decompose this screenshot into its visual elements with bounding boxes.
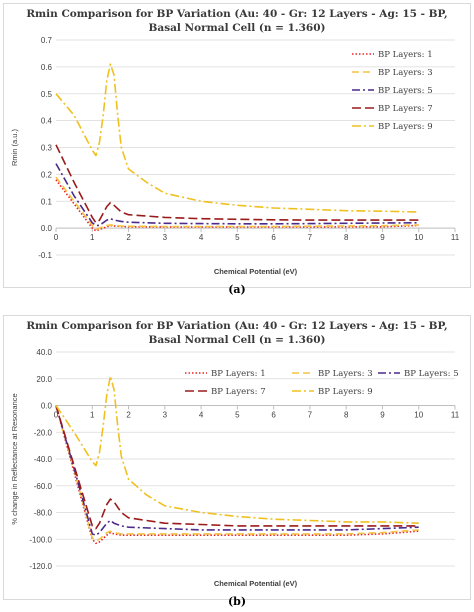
y-axis-label: Rmin (a.u.) (10, 128, 19, 166)
x-tick-label: 11 (451, 411, 460, 420)
series-line-5 (55, 63, 419, 213)
series-line-5 (55, 375, 419, 524)
x-tick-label: 9 (380, 411, 385, 420)
caption-b: (b) (227, 595, 247, 608)
series-line-4 (55, 144, 419, 224)
x-tick-label: 1 (90, 233, 95, 242)
y-tick-label: 0.6 (41, 63, 53, 72)
y-tick-label: 0.0 (41, 224, 53, 233)
y-tick-label: 0.7 (41, 36, 53, 45)
x-tick-label: 0 (54, 411, 59, 420)
legend-entry: BP Layers: 7 (211, 387, 266, 397)
legend-entry: BP Layers: 9 (378, 122, 433, 132)
y-tick-label: 0.5 (41, 90, 53, 99)
chart-title-line: Basal Normal Cell (n = 1.360) (149, 22, 326, 34)
x-tick-label: 2 (126, 411, 131, 420)
legend-entry: BP Layers: 7 (378, 104, 433, 114)
x-tick-label: 7 (308, 233, 313, 242)
chart-title-line: Basal Normal Cell (n = 1.360) (149, 334, 326, 346)
x-tick-label: 4 (199, 233, 204, 242)
chart-title-line: Rmin Comparison for BP Variation (Au: 40… (26, 320, 447, 332)
x-axis-label: Chemical Potential (eV) (214, 267, 298, 276)
x-tick-label: 8 (344, 233, 349, 242)
x-tick-label: 2 (126, 233, 131, 242)
y-axis-label: % change in Reflectance at Resonance (10, 393, 19, 524)
x-tick-label: 11 (451, 233, 460, 242)
y-tick-label: 20.0 (36, 375, 52, 384)
x-tick-label: 5 (235, 411, 240, 420)
y-tick-label: -80.0 (34, 509, 53, 518)
x-tick-label: 1 (90, 411, 95, 420)
x-tick-label: 10 (414, 233, 423, 242)
y-tick-label: 0.2 (41, 170, 53, 179)
chart-frame-a (3, 3, 471, 288)
y-tick-label: 40.0 (36, 348, 52, 357)
x-tick-label: 6 (271, 233, 276, 242)
series-line-2 (55, 176, 419, 231)
x-tick-label: 6 (271, 411, 276, 420)
y-tick-label: 0.1 (41, 197, 53, 206)
x-tick-label: 8 (344, 411, 349, 420)
x-tick-label: 5 (235, 233, 240, 242)
chart-frame-b (3, 315, 471, 600)
x-tick-label: 10 (414, 411, 423, 420)
legend-entry: BP Layers: 9 (318, 387, 373, 397)
legend-entry: BP Layers: 5 (404, 369, 459, 379)
chart-title-line: Rmin Comparison for BP Variation (Au: 40… (26, 8, 447, 20)
legend-entry: BP Layers: 3 (378, 68, 433, 78)
series-line-1 (55, 405, 419, 545)
y-tick-label: 0.3 (41, 144, 53, 153)
x-tick-label: 0 (54, 233, 59, 242)
x-tick-label: 9 (380, 233, 385, 242)
x-tick-label: 3 (163, 233, 168, 242)
legend-entry: BP Layers: 3 (318, 369, 373, 379)
y-tick-label: -20.0 (34, 428, 53, 437)
x-axis-label: Chemical Potential (eV) (214, 579, 298, 588)
y-tick-label: -120.0 (29, 562, 52, 571)
chart-a-svg: Rmin Comparison for BP Variation (Au: 40… (10, 8, 460, 276)
x-tick-label: 4 (199, 411, 204, 420)
y-tick-label: -60.0 (34, 482, 53, 491)
series-line-2 (55, 405, 419, 542)
legend-entry: BP Layers: 1 (211, 369, 266, 379)
caption-a: (a) (228, 283, 246, 296)
y-tick-label: -0.1 (38, 251, 52, 260)
y-tick-label: -100.0 (29, 535, 52, 544)
x-tick-label: 7 (308, 411, 313, 420)
series-line-1 (55, 179, 419, 232)
series-line-3 (55, 163, 419, 227)
y-tick-label: 0.4 (41, 117, 53, 126)
y-tick-label: 0.0 (41, 402, 53, 411)
chart-b-svg: Rmin Comparison for BP Variation (Au: 40… (10, 320, 460, 588)
y-tick-label: -40.0 (34, 455, 53, 464)
chart-panel-a: Rmin Comparison for BP Variation (Au: 40… (0, 0, 474, 300)
series-line-4 (55, 405, 419, 530)
legend-entry: BP Layers: 1 (378, 50, 433, 60)
chart-panel-b: Rmin Comparison for BP Variation (Au: 40… (0, 312, 474, 612)
legend-entry: BP Layers: 5 (378, 86, 433, 96)
x-tick-label: 3 (163, 411, 168, 420)
